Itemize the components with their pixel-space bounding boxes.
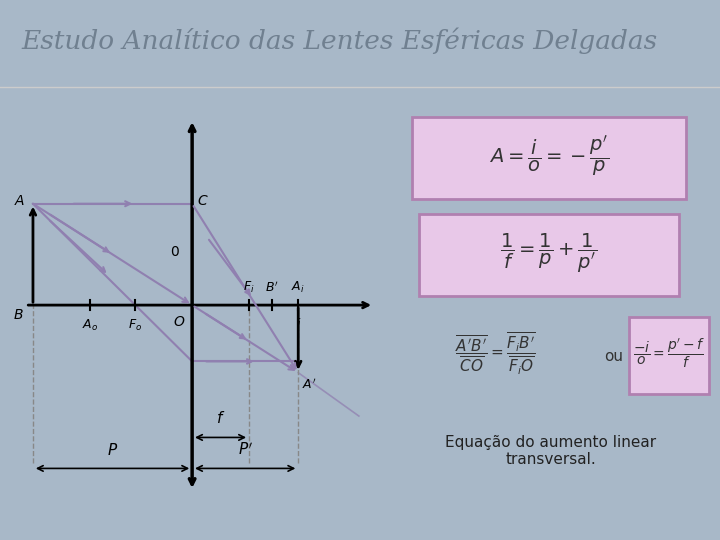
Text: $A$: $A$ xyxy=(14,194,25,208)
Circle shape xyxy=(216,102,504,141)
Text: $0$: $0$ xyxy=(170,245,180,259)
Text: $O$: $O$ xyxy=(173,315,185,329)
Text: $A_i$: $A_i$ xyxy=(292,280,305,295)
Text: $B$: $B$ xyxy=(13,308,24,322)
Text: $F_o$: $F_o$ xyxy=(128,318,143,333)
Text: Estudo Analítico das Lentes Esféricas Delgadas: Estudo Analítico das Lentes Esféricas De… xyxy=(22,27,658,53)
FancyBboxPatch shape xyxy=(413,117,685,199)
Text: $f$: $f$ xyxy=(216,410,225,426)
Text: $P$: $P$ xyxy=(107,442,118,458)
Text: $A_o$: $A_o$ xyxy=(82,318,98,333)
Text: $A'$: $A'$ xyxy=(302,377,316,392)
Text: ou: ou xyxy=(604,349,624,364)
Text: $i$: $i$ xyxy=(297,318,302,332)
Text: $A = \dfrac{i}{o} = -\dfrac{p'}{p}$: $A = \dfrac{i}{o} = -\dfrac{p'}{p}$ xyxy=(489,133,609,179)
FancyBboxPatch shape xyxy=(629,316,708,394)
Text: $\dfrac{1}{f} = \dfrac{1}{p} + \dfrac{1}{p'}$: $\dfrac{1}{f} = \dfrac{1}{p} + \dfrac{1}… xyxy=(500,232,598,275)
Text: Equação do aumento linear
transversal.: Equação do aumento linear transversal. xyxy=(445,435,657,467)
Text: $\dfrac{\overline{A'B'}}{\overline{CO}} = \dfrac{\overline{F_i B'}}{\overline{F_: $\dfrac{\overline{A'B'}}{\overline{CO}} … xyxy=(455,330,535,377)
Text: $B'$: $B'$ xyxy=(265,280,279,295)
Text: $F_i$: $F_i$ xyxy=(243,280,255,295)
Text: $\dfrac{-i}{o} = \dfrac{p'-f}{f}$: $\dfrac{-i}{o} = \dfrac{p'-f}{f}$ xyxy=(633,336,705,370)
Text: $P'$: $P'$ xyxy=(238,442,253,458)
Text: $C$: $C$ xyxy=(197,194,208,208)
FancyBboxPatch shape xyxy=(419,214,678,296)
